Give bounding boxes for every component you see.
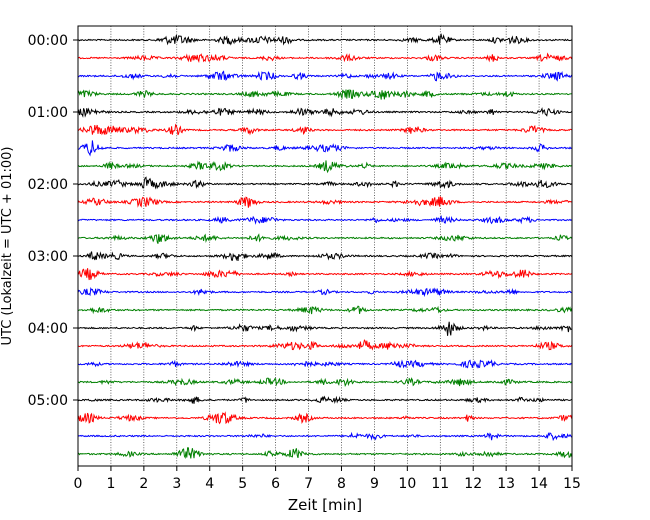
trace-line [77,431,573,442]
x-tick-label: 3 [172,476,181,492]
trace-line [77,123,572,136]
trace-line [77,160,572,174]
x-tick-label: 14 [530,476,548,492]
trace-line [77,321,572,336]
trace-line [77,196,572,208]
trace-line [77,89,572,100]
x-tick-label: 10 [398,476,416,492]
seismic-traces [77,33,573,459]
y-tick-label: 01:00 [28,105,68,121]
x-tick-label: 1 [106,476,115,492]
trace-line [77,233,573,244]
x-tick-label: 5 [238,476,247,492]
y-axis-label: UTC (Lokalzeit = UTC + 01:00) [0,147,15,346]
x-tick-label: 6 [271,476,280,492]
y-tick-label: 00:00 [28,33,68,49]
x-tick-label: 0 [74,476,83,492]
grid-lines [110,26,540,466]
trace-line [77,140,572,157]
x-tick-label: 7 [304,476,313,492]
trace-line [77,268,572,281]
trace-line [77,52,573,64]
x-tick-label: 4 [205,476,214,492]
trace-line [77,251,572,262]
y-tick-label: 04:00 [28,321,68,337]
trace-line [77,305,573,315]
trace-line [77,447,573,459]
x-tick-label: 8 [337,476,346,492]
x-tick-label: 15 [563,476,581,492]
trace-line [77,214,572,225]
trace-line [77,70,573,82]
x-tick-label: 11 [431,476,449,492]
trace-line [77,107,572,118]
x-axis-ticks: 0 1 2 3 4 5 6 7 8 9 10 11 12 13 14 15 [74,466,581,492]
trace-line [77,287,572,298]
x-tick-label: 2 [139,476,148,492]
trace-line [77,33,572,46]
x-tick-label: 13 [497,476,515,492]
x-tick-label: 9 [370,476,379,492]
trace-line [77,395,572,405]
trace-line [77,359,572,369]
y-axis-ticks: 00:00 01:00 02:00 03:00 04:00 05:00 [28,33,78,409]
x-tick-label: 12 [464,476,482,492]
trace-line [77,411,573,425]
trace-line [77,176,572,190]
plot-frame [77,25,573,467]
x-axis-label: Zeit [min] [288,496,362,514]
trace-line [77,377,572,387]
trace-line [77,339,573,351]
y-tick-label: 02:00 [28,177,68,193]
y-tick-label: 03:00 [28,249,68,265]
y-tick-label: 05:00 [28,393,68,409]
